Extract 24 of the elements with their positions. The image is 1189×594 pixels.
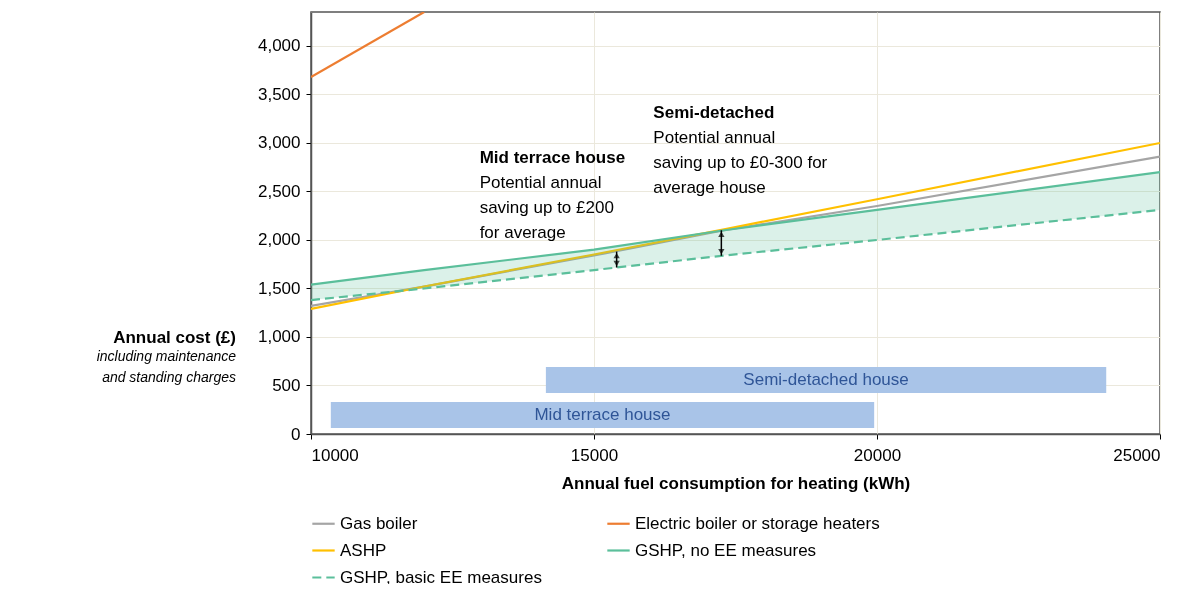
y-axis-title: Annual cost (£) including maintenance and standing charges [96,328,237,385]
y-tick-label: 1,000 [257,327,301,347]
y-tick-label: 0 [291,424,301,444]
legend-label: Electric boiler or storage heaters [635,513,880,533]
y-tick-label: 2,500 [257,181,301,201]
y-tick-label: 3,000 [257,133,301,153]
y-tick-label: 3,500 [257,84,301,104]
y-tick-label: 500 [272,375,301,395]
legend-label: GSHP, no EE measures [635,540,817,560]
x-axis-title: Annual fuel consumption for heating (kWh) [561,473,911,493]
y-tick-label: 4,000 [257,36,301,56]
annotation: Mid terrace house Potential annual saving up to £200 for average [479,147,626,242]
x-tick-label: 25000 [1113,445,1161,465]
x-tick-label: 10000 [311,445,359,465]
y-tick-label: 2,000 [257,230,301,250]
annotation: Semi-detached Potential annual saving up to £0-300 for average house [653,103,828,198]
legend-label: Gas boiler [340,513,418,533]
x-tick-label: 15000 [570,445,619,465]
legend-label: ASHP [340,540,387,560]
band-label: Mid terrace house [534,405,671,424]
x-tick-label: 20000 [853,445,902,465]
y-tick-label: 1,500 [257,278,301,298]
band-label: Semi-detached house [743,370,909,389]
legend-label: GSHP, basic EE measures [340,567,542,587]
